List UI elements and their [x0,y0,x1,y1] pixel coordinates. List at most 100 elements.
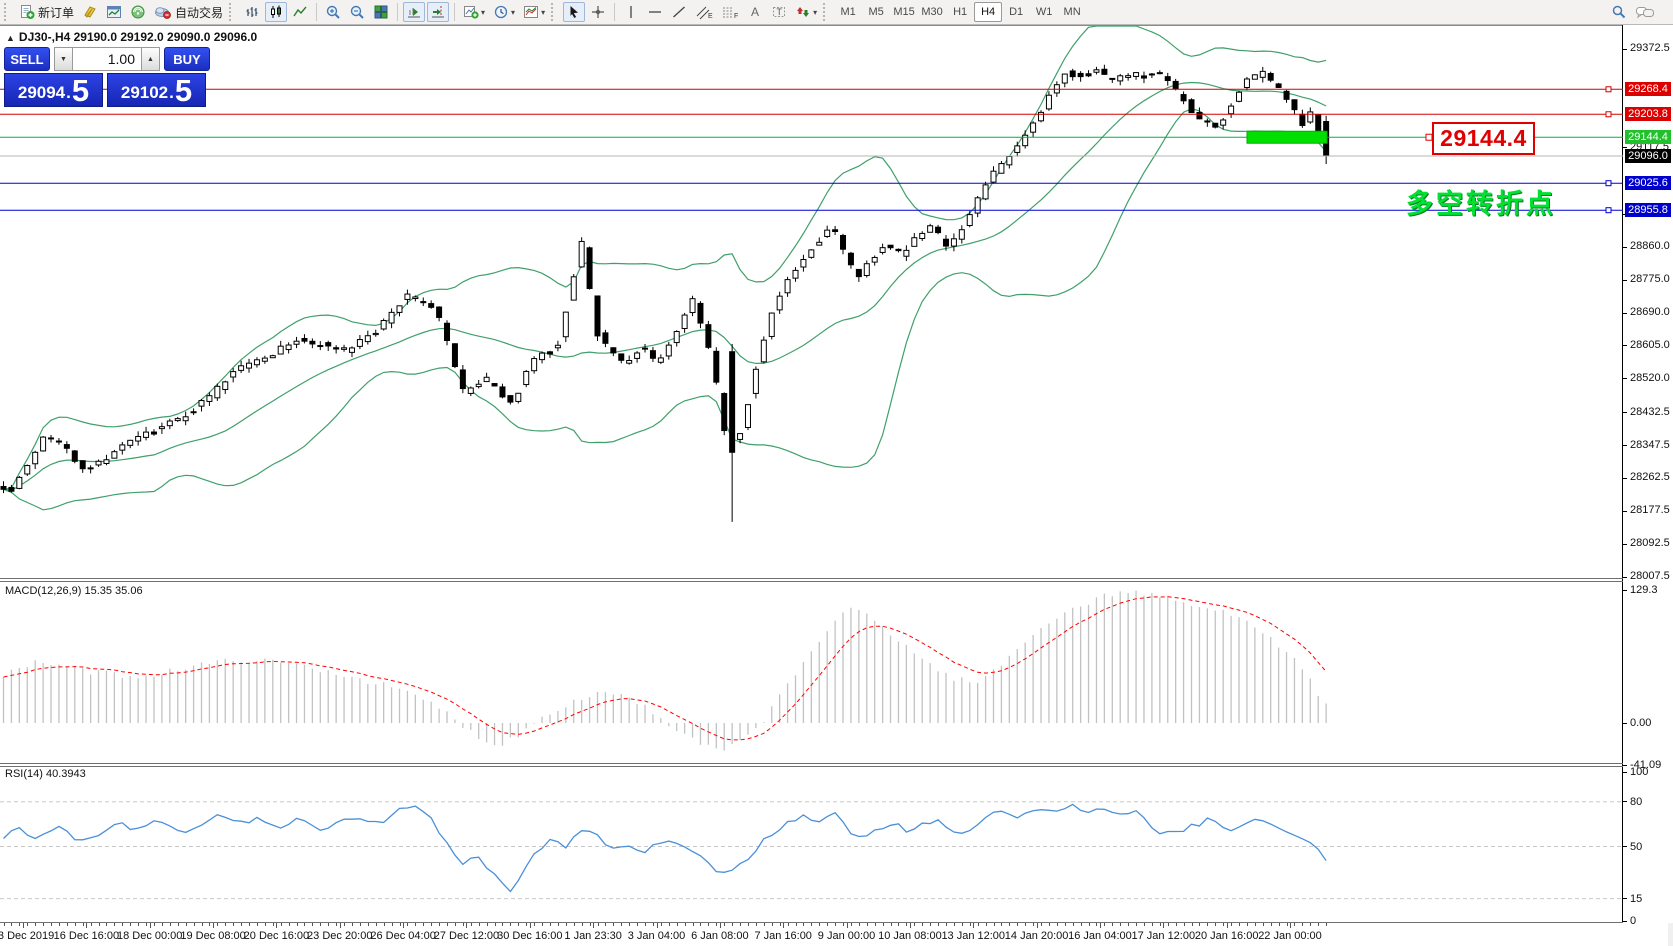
fibonacci-button[interactable]: F [718,2,742,22]
indicators-button[interactable]: ▾ [460,2,488,22]
timeframe-D1[interactable]: D1 [1002,2,1030,22]
tile-windows-button[interactable] [370,2,392,22]
template-button[interactable]: ▾ [520,2,548,22]
sell-price-display[interactable]: 29094. 5 [4,73,103,107]
price-tick-label: 28432.5 [1630,405,1670,418]
template-dropdown-caret[interactable]: ▾ [541,7,546,17]
price-flag-blue: 28955.8 [1625,203,1671,218]
turning-point-note[interactable]: 多空转折点 [1406,189,1556,219]
buy-price-display[interactable]: 29102. 5 [107,73,206,107]
sell-button[interactable]: SELL [4,47,50,71]
price-flag-red: 29203.8 [1625,107,1671,122]
new-order-label: 新订单 [38,5,75,20]
navigator-button[interactable] [127,2,149,22]
timeframe-M30[interactable]: M30 [918,2,946,22]
timeframe-H4[interactable]: H4 [974,2,1003,22]
date-label: 27 Dec 12:00 [433,930,500,942]
collapse-arrow-icon[interactable]: ▲ [6,33,15,43]
candlestick-chart-button[interactable] [265,2,288,22]
vertical-line-button[interactable] [620,2,642,22]
price-flag-red: 29268.4 [1625,82,1671,97]
price-flag-current: 29096.0 [1625,148,1671,163]
zoom-in-icon [326,5,340,19]
price-tick-label: 29372.5 [1630,42,1670,54]
crosshair-button[interactable] [587,2,609,22]
chart-canvas[interactable] [0,25,1623,946]
date-label: 19 Dec 08:00 [180,930,246,942]
cursor-button[interactable] [563,2,586,22]
toolbar-grip[interactable] [551,3,558,21]
toolbar-grip[interactable] [823,3,830,21]
svg-text:F: F [734,13,738,20]
timeframe-dropdown-button[interactable]: ▾ [490,2,518,22]
rsi-tick-label: 80 [1630,795,1643,808]
price-callout-box[interactable]: 29144.4 [1432,122,1535,155]
toolbar-grip[interactable] [4,3,11,21]
template-icon [524,6,539,18]
timeframe-M5[interactable]: M5 [862,2,890,22]
chat-icon [1636,7,1654,19]
sell-price-main: 29094 [17,83,66,102]
data-window-button[interactable] [103,2,125,22]
volume-increase-button[interactable]: ▲ [141,47,160,71]
timeframe-M1[interactable]: M1 [834,2,862,22]
fibonacci-icon: F [723,7,738,20]
date-label: 7 Jan 16:00 [754,930,812,942]
line-chart-button[interactable] [289,2,311,22]
date-label: 20 Jan 16:00 [1194,930,1259,942]
cursor-icon [570,6,579,18]
auto-scroll-icon [408,8,421,18]
arrows-button[interactable]: ▾ [792,2,820,22]
indicators-dropdown-caret[interactable]: ▾ [481,7,486,17]
search-button[interactable] [1608,2,1630,22]
vertical-line-icon [630,6,632,18]
toolbar-grip[interactable] [229,3,236,21]
date-label: 14 Jan 20:00 [1004,930,1069,942]
buy-price-main: 29102 [120,83,169,102]
text-button[interactable]: A [744,2,766,22]
timeframe-dropdown-caret[interactable]: ▾ [511,7,516,17]
tile-windows-icon [374,5,388,19]
text-label-button[interactable]: T [768,2,790,22]
horizontal-level-lines[interactable] [0,86,1623,214]
volume-stepper: ▼ ▲ [54,47,160,71]
bollinger-bands [3,25,1327,511]
toolbar: 新订单 自动交易 [0,0,1673,25]
bar-chart-icon [246,7,258,17]
macd-tick-label: 0.00 [1630,717,1652,729]
price-tick-label: 28775.0 [1630,273,1670,286]
price-tick-label: 28007.5 [1630,570,1670,583]
chat-button[interactable] [1632,2,1658,22]
market-watch-button[interactable] [79,2,101,22]
timeframe-H1[interactable]: H1 [946,2,974,22]
trendline-icon [673,6,686,18]
auto-trading-label: 自动交易 [175,5,224,20]
green-highlight-band[interactable] [1246,130,1328,144]
chart-shift-button[interactable] [427,2,450,22]
candlestick-chart-icon [271,5,282,18]
chart-region[interactable]: ▲ DJ30-,H4 29190.0 29192.0 29090.0 29096.… [0,25,1673,946]
channel-button[interactable]: E [692,2,716,22]
horizontal-line-button[interactable] [644,2,666,22]
price-axis[interactable]: 29372.529117.528945.028860.028775.028690… [1623,25,1673,927]
new-order-button[interactable]: 新订单 [16,2,77,22]
arrows-dropdown-caret[interactable]: ▾ [813,7,818,17]
auto-scroll-button[interactable] [403,2,426,22]
timeframe-MN[interactable]: MN [1058,2,1086,22]
trendline-button[interactable] [668,2,690,22]
volume-decrease-button[interactable]: ▼ [54,47,73,71]
auto-trading-button[interactable]: 自动交易 [151,2,226,22]
zoom-in-button[interactable] [322,2,344,22]
bar-chart-button[interactable] [241,2,263,22]
buy-button[interactable]: BUY [164,47,210,71]
timeframe-W1[interactable]: W1 [1030,2,1058,22]
timeframe-M15[interactable]: M15 [890,2,918,22]
search-icon [1612,5,1626,19]
date-label: 26 Dec 04:00 [370,930,436,942]
zoom-out-button[interactable] [346,2,368,22]
price-tick-label: 28262.5 [1630,471,1670,484]
date-label: 1 Jan 23:30 [564,930,622,942]
volume-input[interactable] [73,47,141,71]
macd-label: MACD(12,26,9) 15.35 35.06 [5,585,143,597]
